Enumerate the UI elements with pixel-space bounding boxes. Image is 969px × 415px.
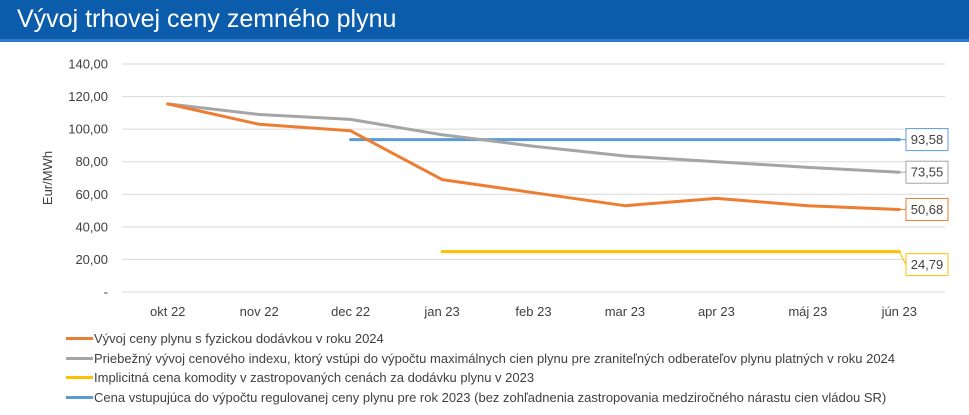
legend-label: Cena vstupujúca do výpočtu regulovanej c… (94, 389, 887, 405)
end-value-labels: 93,58 24,79 73,55 50,68 (898, 128, 949, 277)
series-line-2 (166, 102, 901, 174)
y-tick-label: 20,00 (75, 252, 108, 267)
legend-item: Cena vstupujúca do výpočtu regulovanej c… (66, 388, 966, 408)
x-tick-label: jan 23 (423, 304, 459, 319)
legend-item: Priebežný vývoj cenového indexu, ktorý v… (66, 349, 966, 369)
legend-label: Implicitná cena komodity v zastropovanýc… (94, 370, 535, 386)
y-tick-label: 80,00 (75, 154, 108, 169)
x-tick-label: dec 22 (331, 304, 370, 319)
x-tick-label: máj 23 (788, 304, 827, 319)
legend-swatch (66, 356, 93, 360)
end-label-box (905, 160, 949, 184)
series-line-1 (166, 102, 901, 211)
y-tick-label: - (104, 285, 108, 300)
end-label-box (905, 128, 949, 152)
end-value-label: 24,79 (911, 257, 944, 272)
legend-label: Priebežný vývoj cenového indexu, ktorý v… (94, 350, 896, 366)
series-lines (166, 102, 901, 254)
end-label-box (905, 253, 949, 277)
x-tick-label: nov 22 (240, 304, 279, 319)
x-axis-ticks: okt 22 nov 22 dec 22 jan 23 feb 23 mar 23 apr … (150, 304, 917, 319)
legend: Vývoj ceny plynu s fyzickou dodávkou v r… (66, 329, 966, 407)
y-axis-title: Eur/MWh (40, 151, 55, 205)
legend-swatch (66, 395, 93, 399)
title-bar: Vývoj trhovej ceny zemného plynu (0, 0, 969, 39)
end-value-label: 93,58 (911, 132, 944, 147)
legend-label: Vývoj ceny plynu s fyzickou dodávkou v r… (94, 331, 384, 347)
legend-item: Vývoj ceny plynu s fyzickou dodávkou v r… (66, 329, 966, 349)
end-label-box (905, 197, 949, 221)
end-label-leader (898, 251, 907, 265)
legend-swatch (66, 337, 93, 341)
y-tick-label: 100,00 (68, 122, 108, 137)
y-tick-label: 60,00 (75, 187, 108, 202)
x-tick-label: apr 23 (698, 304, 735, 319)
end-value-label: 73,55 (911, 165, 944, 180)
legend-item: Implicitná cena komodity v zastropovanýc… (66, 368, 966, 388)
end-value-label: 50,68 (911, 202, 944, 217)
page-title: Vývoj trhovej ceny zemného plynu (17, 5, 397, 33)
gridlines (122, 63, 945, 293)
title-accent-line (0, 39, 969, 42)
y-axis-ticks: - 20,00 40,00 60,00 80,00 100,00 120,00 140,00 (68, 57, 108, 300)
x-tick-label: feb 23 (515, 304, 551, 319)
y-tick-label: 40,00 (75, 219, 108, 234)
legend-swatch (66, 376, 93, 380)
x-tick-label: okt 22 (150, 304, 185, 319)
y-tick-label: 120,00 (68, 89, 108, 104)
line-chart: -20,0040,0060,0080,00100,00120,00140,00 … (40, 57, 949, 319)
x-tick-label: jún 23 (881, 304, 917, 319)
x-tick-label: mar 23 (605, 304, 645, 319)
y-tick-label: 140,00 (68, 57, 108, 72)
